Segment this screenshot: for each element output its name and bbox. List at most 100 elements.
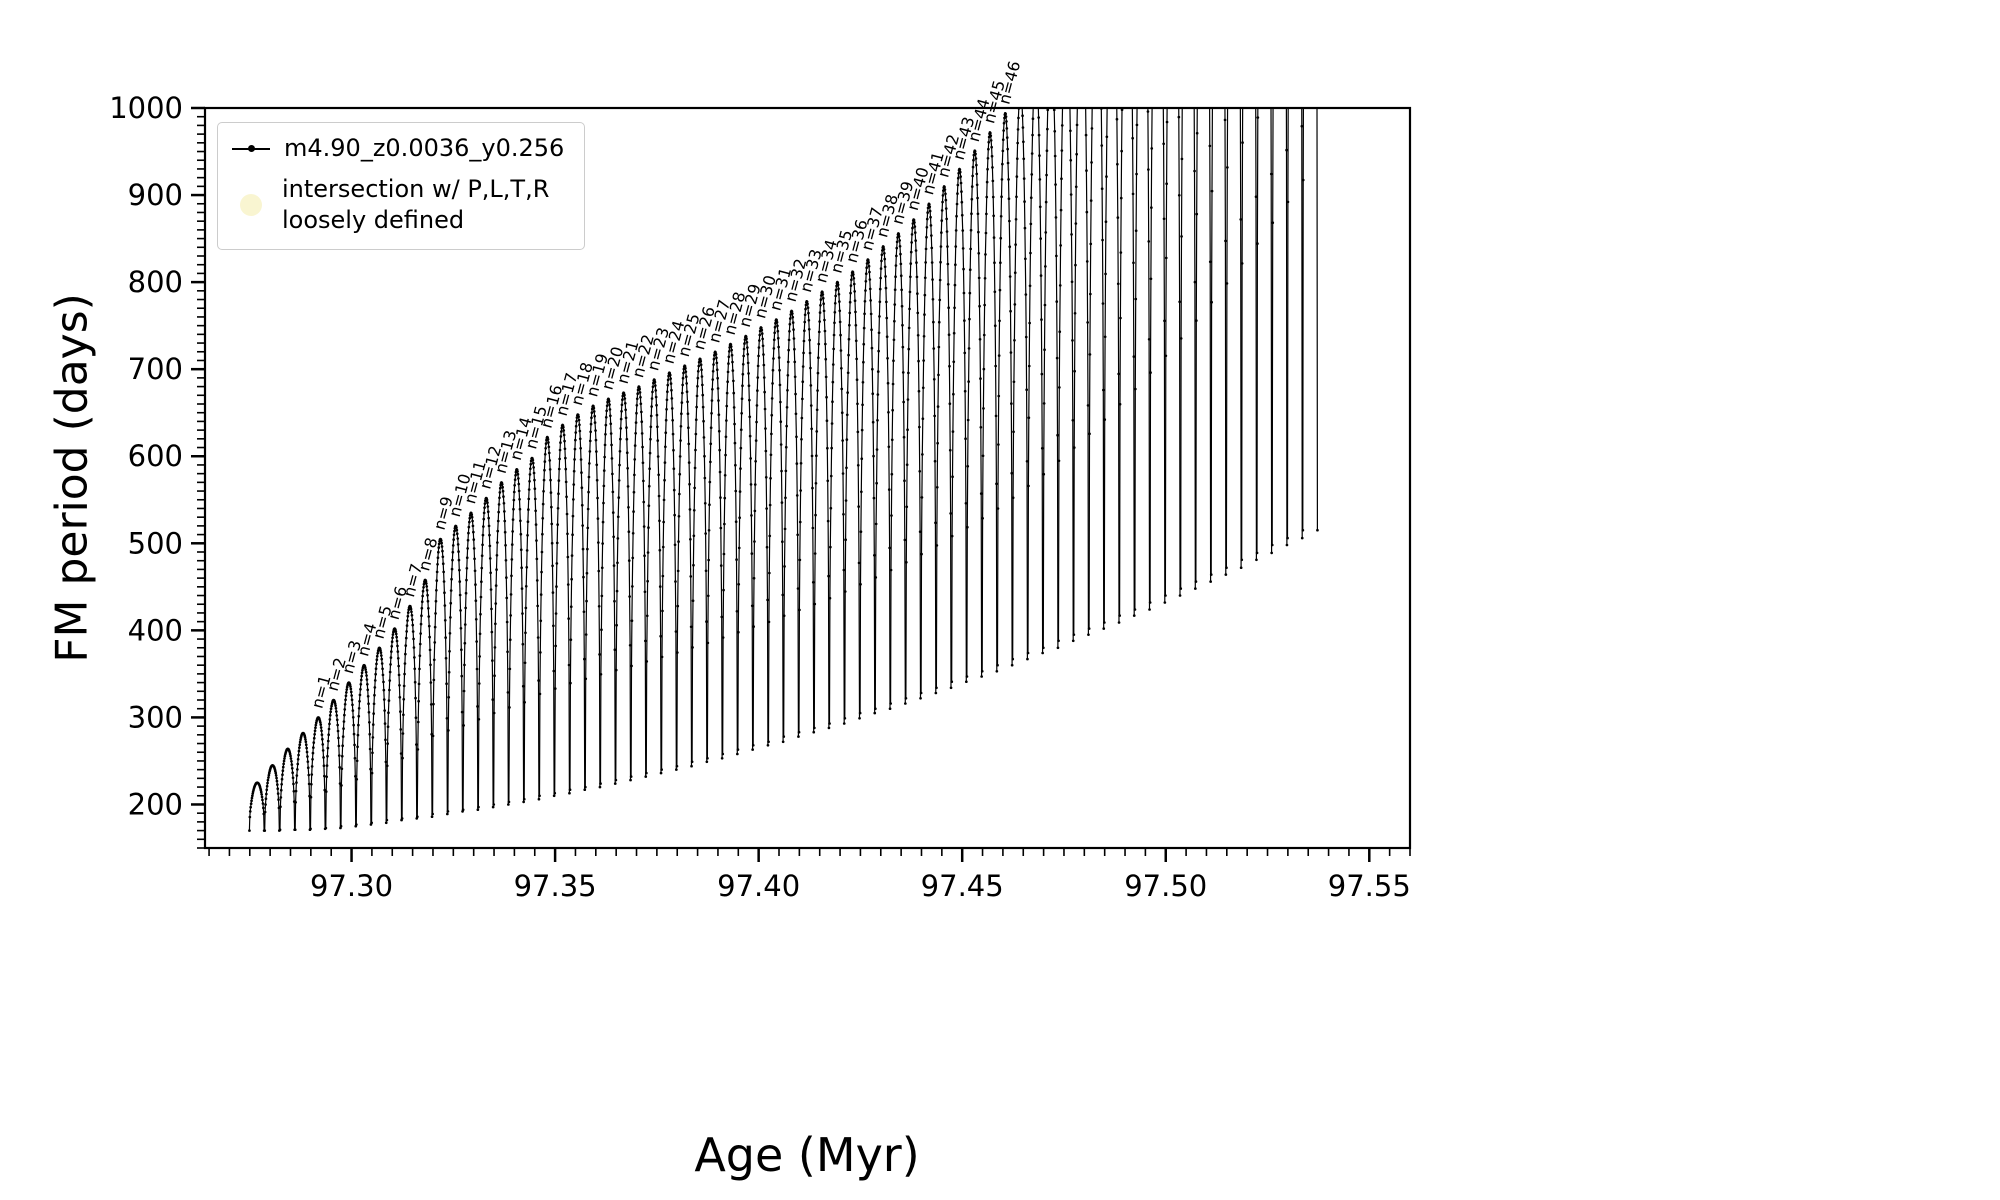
pulse-curve-markers xyxy=(492,481,510,806)
pulse-curve xyxy=(401,605,418,819)
pulse-curve xyxy=(1088,108,1105,629)
pulse-curve xyxy=(1225,108,1242,568)
pulse-curve-markers xyxy=(339,681,358,828)
pulse-curve xyxy=(951,167,967,682)
pulse-curve-markers xyxy=(1042,108,1060,650)
pulse-curve-markers xyxy=(293,731,312,831)
legend: m4.90_z0.0036_y0.256 intersection w/ P,L… xyxy=(217,122,586,250)
pulse-series xyxy=(248,108,1319,832)
x-tick-label: 97.35 xyxy=(514,869,597,903)
pulse-curve-markers xyxy=(1026,116,1044,655)
pulse-curve-markers xyxy=(614,391,632,782)
pulse-curve-markers xyxy=(980,131,999,673)
pulse-curve-markers xyxy=(1011,108,1029,661)
pulse-curve-markers xyxy=(690,357,709,764)
pulse-curve-markers xyxy=(507,468,525,804)
pulse-curve xyxy=(859,258,876,714)
pulse-curve xyxy=(371,647,387,823)
pulse-curve xyxy=(615,391,632,781)
pulse-curve-markers xyxy=(1225,166,1243,569)
pulse-curve-markers xyxy=(461,511,480,811)
pulse-curve-markers xyxy=(1087,108,1106,630)
pulse-curve-markers xyxy=(522,456,541,801)
pulse-curve xyxy=(1256,108,1273,553)
pulse-curve xyxy=(935,185,952,688)
pulse-curve xyxy=(1042,108,1059,648)
pulse-curve-markers xyxy=(385,627,403,822)
pulse-curve-markers xyxy=(1118,108,1136,617)
pulse-curve-markers xyxy=(584,404,602,789)
pulse-curve-markers xyxy=(813,290,831,730)
pulse-curve-markers xyxy=(706,350,724,760)
pulse-label: n=46 xyxy=(995,59,1025,106)
pulse-curve-markers xyxy=(965,149,983,678)
pulse-curve xyxy=(523,457,540,800)
pulse-curve xyxy=(1180,108,1196,589)
pulse-curve-markers xyxy=(278,747,296,831)
pulse-curve xyxy=(828,280,845,724)
pulse-curve xyxy=(1027,108,1044,654)
pulse-curve-markers xyxy=(1255,116,1273,555)
pulse-curve xyxy=(798,300,815,733)
y-tick-label: 900 xyxy=(128,178,183,212)
pulse-curve-markers xyxy=(645,378,663,775)
pulse-curve xyxy=(599,397,616,784)
pulse-curve-markers xyxy=(629,385,648,778)
pulse-curve xyxy=(416,579,433,817)
pulse-curve xyxy=(1164,108,1181,596)
pulse-curve xyxy=(386,627,403,821)
pulse-curve xyxy=(905,218,922,699)
pulse-curve xyxy=(584,404,601,788)
pulse-curve-markers xyxy=(797,300,816,734)
pulse-curve-markers xyxy=(782,309,800,738)
pulse-curve xyxy=(1271,108,1288,546)
y-tick-label: 200 xyxy=(128,787,183,821)
y-axis-label: FM period (days) xyxy=(46,293,98,663)
pulse-curve xyxy=(1073,108,1089,635)
pulse-curve xyxy=(1286,108,1303,539)
pulse-curve xyxy=(645,378,662,774)
pulse-curve xyxy=(1119,108,1135,616)
pulse-curve-markers xyxy=(767,318,785,744)
pulse-curve-markers xyxy=(858,258,877,715)
pulse-curve-markers xyxy=(1286,124,1304,540)
x-tick-label: 97.50 xyxy=(1124,869,1207,903)
pulse-curve xyxy=(874,245,891,709)
y-tick-label: 800 xyxy=(128,265,183,299)
pulse-curve xyxy=(783,309,799,737)
pulse-curve-markers xyxy=(248,781,266,832)
pulse-curve xyxy=(813,290,830,728)
pulse-curve-markers xyxy=(309,716,327,831)
pulse-curve xyxy=(462,511,479,810)
pulse-curve xyxy=(447,525,464,812)
pulse-curve xyxy=(996,111,1013,666)
pulse-curve xyxy=(767,318,784,742)
pulse-curve-markers xyxy=(538,435,556,798)
pulse-curve-markers xyxy=(950,167,968,683)
pulse-curve-markers xyxy=(1133,110,1151,611)
pulse-curve xyxy=(752,326,769,746)
x-tick-label: 97.30 xyxy=(310,869,393,903)
pulse-curve xyxy=(722,342,738,755)
pulse-curve-markers xyxy=(1209,108,1228,576)
pulse-curve xyxy=(1210,108,1227,575)
pulse-curve xyxy=(1195,108,1212,582)
pulse-curve-markers xyxy=(904,218,922,700)
pulse-curve-markers xyxy=(843,270,861,720)
pulse-curve-markers xyxy=(1179,157,1197,590)
pulse-curve-markers xyxy=(1301,178,1319,532)
pulse-curve xyxy=(569,413,586,790)
pulse-curve-markers xyxy=(553,423,571,795)
pulse-curve-markers xyxy=(370,646,388,825)
line-dot-marker-icon xyxy=(232,145,270,153)
pulse-curve xyxy=(890,232,906,704)
y-tick-label: 700 xyxy=(128,352,183,386)
x-axis-label: Age (Myr) xyxy=(694,1128,920,1182)
legend-label-intersection: intersection w/ P,L,T,R loosely defined xyxy=(282,174,549,236)
pulse-curve-markers xyxy=(874,245,892,710)
pulse-curve-markers xyxy=(1072,123,1090,636)
legend-entry-intersection: intersection w/ P,L,T,R loosely defined xyxy=(232,174,564,236)
pulse-curve xyxy=(1241,108,1257,560)
pulse-curve xyxy=(1012,108,1028,660)
